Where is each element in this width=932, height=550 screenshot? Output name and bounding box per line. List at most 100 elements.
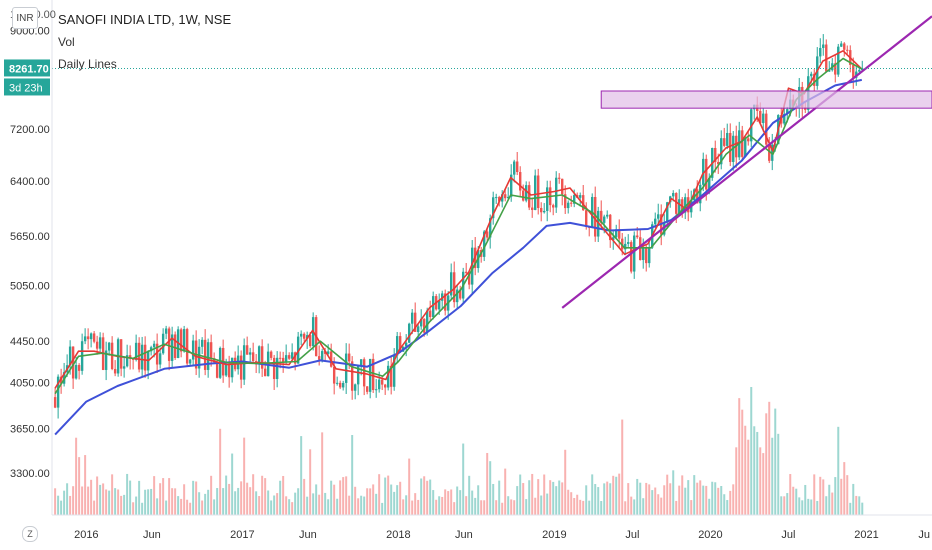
candle[interactable] (630, 242, 633, 272)
candle[interactable] (443, 293, 447, 311)
candle[interactable] (846, 49, 849, 51)
candle[interactable] (786, 109, 789, 114)
candle[interactable] (431, 296, 435, 318)
candle[interactable] (125, 355, 129, 367)
candle[interactable] (495, 197, 498, 199)
candle[interactable] (179, 329, 183, 352)
candle[interactable] (170, 334, 174, 361)
candle[interactable] (410, 312, 414, 324)
candle[interactable] (404, 342, 408, 347)
candle[interactable] (720, 138, 723, 165)
candle[interactable] (59, 376, 63, 384)
candle[interactable] (440, 293, 444, 301)
candle[interactable] (861, 68, 864, 71)
candle[interactable] (528, 185, 531, 208)
candle[interactable] (810, 73, 813, 77)
candle[interactable] (522, 190, 525, 201)
candle[interactable] (419, 318, 423, 327)
candle[interactable] (122, 366, 126, 369)
candle[interactable] (227, 364, 231, 378)
candle[interactable] (470, 247, 474, 285)
candle[interactable] (56, 376, 60, 408)
candle[interactable] (488, 218, 492, 238)
candle[interactable] (71, 346, 75, 379)
candle[interactable] (525, 185, 528, 201)
candle[interactable] (413, 312, 417, 332)
candle[interactable] (113, 369, 117, 374)
candle[interactable] (501, 194, 504, 202)
last-price-badge[interactable] (4, 59, 50, 77)
candle[interactable] (152, 343, 156, 348)
candle[interactable] (561, 178, 564, 195)
candle[interactable] (540, 207, 543, 213)
candle[interactable] (458, 289, 462, 299)
candle[interactable] (386, 365, 390, 388)
candle[interactable] (672, 193, 675, 197)
candle[interactable] (119, 339, 123, 369)
candle[interactable] (305, 335, 309, 339)
candle[interactable] (53, 397, 57, 408)
candle[interactable] (615, 229, 618, 238)
candle[interactable] (437, 300, 441, 310)
candle[interactable] (648, 247, 651, 264)
candle[interactable] (134, 342, 138, 360)
trendline[interactable] (561, 15, 932, 309)
candle[interactable] (633, 235, 636, 272)
candle[interactable] (215, 362, 219, 378)
candle[interactable] (374, 389, 378, 391)
candle[interactable] (209, 342, 213, 359)
candle[interactable] (684, 197, 687, 213)
candle[interactable] (128, 355, 132, 359)
candle[interactable] (182, 329, 186, 352)
candle[interactable] (284, 355, 288, 363)
candle[interactable] (609, 214, 612, 241)
candle[interactable] (131, 358, 135, 360)
candle[interactable] (555, 177, 558, 208)
candle[interactable] (573, 195, 576, 204)
candle[interactable] (723, 138, 726, 146)
candle[interactable] (858, 70, 861, 72)
candle[interactable] (371, 358, 375, 390)
candle[interactable] (275, 357, 279, 379)
candle[interactable] (173, 334, 177, 358)
candle[interactable] (272, 357, 276, 379)
candle[interactable] (783, 113, 786, 124)
candle[interactable] (516, 161, 519, 173)
candle[interactable] (636, 235, 639, 238)
candle[interactable] (86, 336, 90, 340)
candle[interactable] (594, 196, 597, 237)
candle[interactable] (224, 364, 228, 376)
candle[interactable] (299, 333, 303, 337)
candle[interactable] (422, 318, 426, 333)
candle[interactable] (642, 247, 645, 261)
candle[interactable] (269, 351, 273, 358)
candle[interactable] (759, 110, 762, 124)
candle[interactable] (519, 172, 522, 191)
candle[interactable] (287, 355, 291, 359)
candle[interactable] (612, 237, 615, 241)
candle[interactable] (600, 210, 603, 223)
candle[interactable] (257, 346, 261, 365)
candle[interactable] (546, 187, 549, 211)
candle[interactable] (510, 174, 513, 197)
candle[interactable] (504, 194, 507, 199)
candle[interactable] (696, 189, 699, 204)
candle[interactable] (164, 328, 168, 334)
candle[interactable] (702, 158, 705, 185)
candle[interactable] (95, 341, 99, 349)
candle[interactable] (329, 351, 333, 367)
candle[interactable] (380, 379, 384, 385)
candle[interactable] (726, 132, 729, 146)
candle[interactable] (654, 218, 657, 225)
candle[interactable] (482, 231, 486, 257)
candle[interactable] (407, 323, 411, 343)
candle[interactable] (843, 43, 846, 50)
candle[interactable] (260, 346, 264, 369)
candle[interactable] (558, 177, 561, 179)
candle[interactable] (83, 336, 87, 342)
candle[interactable] (467, 272, 471, 285)
candle[interactable] (714, 148, 717, 162)
candle[interactable] (464, 271, 468, 273)
slow-ma-line[interactable] (54, 78, 863, 436)
